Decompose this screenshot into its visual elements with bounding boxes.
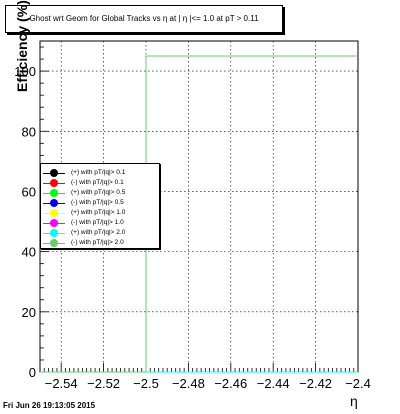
x-tick-label-5: −2.44: [257, 376, 290, 391]
legend-label: (-) with pT/|q|> 2.0: [71, 239, 124, 246]
legend-label: (+) with pT/|q|> 1.0: [71, 209, 126, 216]
y-tick-label-2: 40: [22, 245, 36, 260]
legend-marker-icon: [50, 189, 58, 197]
legend-marker-icon: [50, 169, 58, 177]
timestamp: Fri Jun 26 19:13:05 2015: [3, 401, 96, 410]
chart-title-box: Ghost wrt Geom for Global Tracks vs η at…: [5, 5, 283, 33]
legend-entry-4: (+) with pT/|q|> 1.0: [41, 208, 159, 218]
legend-label: (-) with pT/|q|> 1.0: [71, 219, 124, 226]
legend-marker-icon: [50, 239, 58, 247]
legend-label: (-) with pT/|q|> 0.5: [71, 199, 124, 206]
legend-entry-5: (-) with pT/|q|> 1.0: [41, 218, 159, 228]
x-tick-label-2: −2.5: [133, 376, 159, 391]
x-tick-label-4: −2.46: [214, 376, 247, 391]
legend-entry-0: (+) with pT/|q|> 0.1: [41, 168, 159, 178]
x-axis-label: η: [350, 393, 358, 409]
y-tick-label-top: 100: [14, 64, 36, 79]
legend-label: (+) with pT/|q|> 0.1: [71, 169, 126, 176]
legend-marker-icon: [50, 199, 58, 207]
legend-marker-icon: [50, 209, 58, 217]
x-tick-label-7: −2.4: [345, 376, 371, 391]
y-tick-label-3: 60: [22, 184, 36, 199]
legend-marker-icon: [50, 229, 58, 237]
legend-label: (+) with pT/|q|> 0.5: [71, 189, 126, 196]
legend-marker-icon: [50, 179, 58, 187]
legend-entry-2: (+) with pT/|q|> 0.5: [41, 188, 159, 198]
y-tick-label-1: 20: [22, 305, 36, 320]
legend-label: (+) with pT/|q|> 2.0: [71, 229, 126, 236]
x-tick-label-0: −2.54: [45, 376, 78, 391]
y-tick-label-4: 80: [22, 124, 36, 139]
legend-marker-icon: [50, 219, 58, 227]
x-tick-label-6: −2.42: [299, 376, 332, 391]
legend: (+) with pT/|q|> 0.1 (-) with pT/|q|> 0.1…: [40, 163, 160, 249]
y-tick-label-0: 0: [29, 365, 36, 380]
legend-entry-7: (-) with pT/|q|> 2.0: [41, 238, 159, 248]
x-tick-label-1: −2.52: [87, 376, 120, 391]
legend-label: (-) with pT/|q|> 0.1: [71, 179, 124, 186]
y-axis-label: Efficiency (%): [14, 0, 30, 92]
legend-entry-1: (-) with pT/|q|> 0.1: [41, 178, 159, 188]
x-tick-label-3: −2.48: [172, 376, 205, 391]
legend-entry-3: (-) with pT/|q|> 0.5: [41, 198, 159, 208]
chart-title: Ghost wrt Geom for Global Tracks vs η at…: [29, 14, 259, 23]
legend-entry-6: (+) with pT/|q|> 2.0: [41, 228, 159, 238]
